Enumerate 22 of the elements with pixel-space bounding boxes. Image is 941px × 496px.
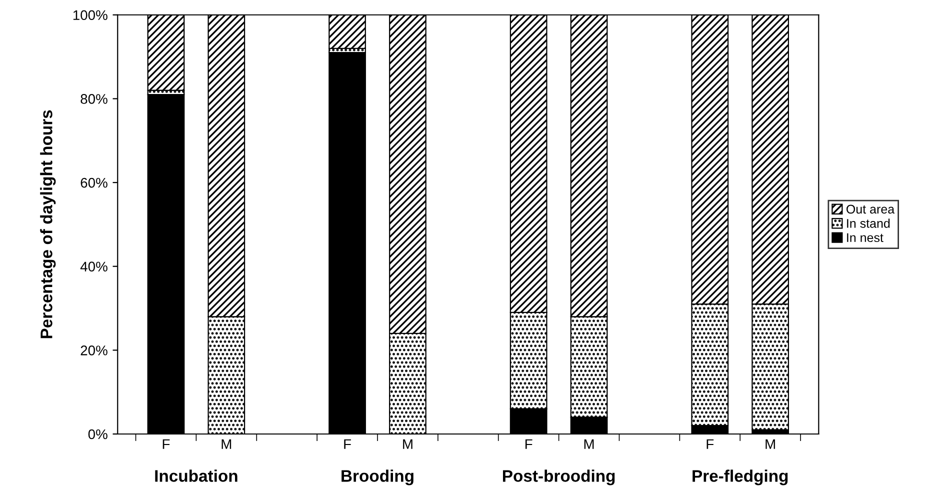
y-tick-label: 60% bbox=[80, 178, 108, 188]
x-tick-label: M bbox=[222, 439, 232, 449]
x-tick-label: F bbox=[525, 439, 532, 449]
y-tick-label: 100% bbox=[73, 10, 108, 20]
x-tick-label: F bbox=[706, 439, 714, 449]
legend-label: Out area bbox=[846, 204, 895, 214]
text: Brooding bbox=[342, 470, 414, 486]
text: Pre-fledging bbox=[692, 470, 788, 486]
x-tick-label: M bbox=[584, 439, 594, 449]
text: Incubation bbox=[155, 470, 238, 482]
x-tick-label: M bbox=[403, 439, 412, 449]
y-tick-label: 20% bbox=[80, 346, 108, 356]
legend-label: In nest bbox=[847, 233, 884, 242]
x-tick-label: M bbox=[766, 439, 775, 449]
x-tick-label: F bbox=[162, 439, 170, 449]
y-tick-label: 40% bbox=[80, 262, 108, 272]
y-tick-label: 80% bbox=[80, 94, 108, 104]
text: Post-brooding bbox=[502, 470, 615, 486]
legend-label: In stand bbox=[847, 218, 890, 228]
y-tick-label: 0% bbox=[88, 429, 108, 440]
y-axis-title: Percentage of daylight hours bbox=[40, 110, 56, 338]
x-tick-label: F bbox=[344, 439, 351, 449]
